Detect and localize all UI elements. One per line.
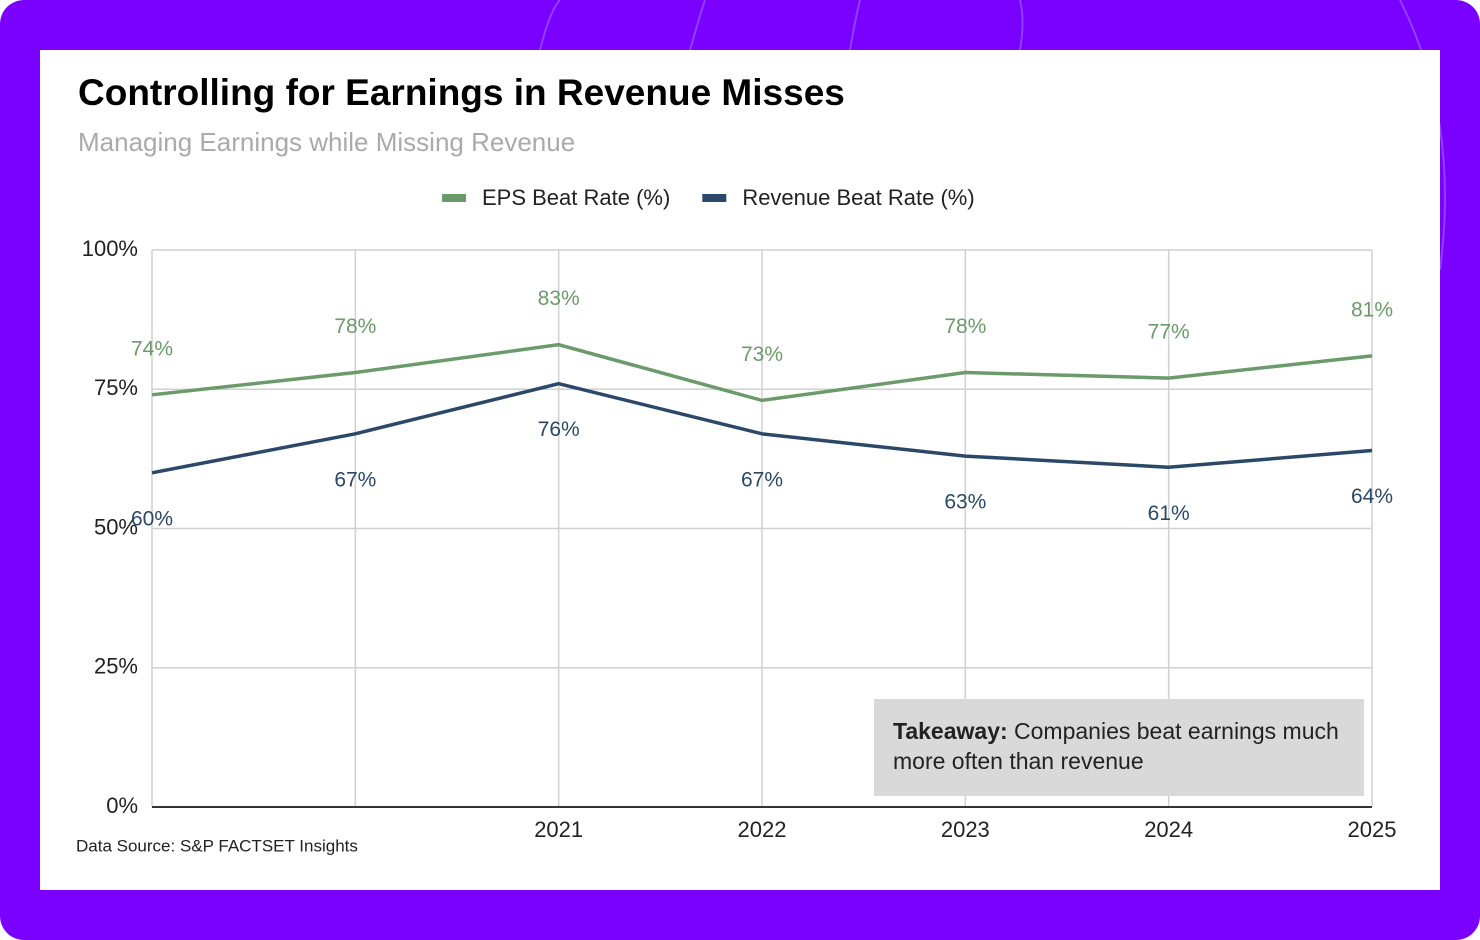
legend-label: Revenue Beat Rate (%)	[742, 185, 974, 210]
series-line	[151, 342, 1373, 403]
legend-swatch	[442, 194, 466, 202]
y-tick-label: 0%	[106, 793, 138, 818]
data-label: 73%	[741, 343, 783, 366]
data-label: 83%	[538, 287, 580, 310]
x-tick-label: 2023	[941, 817, 990, 842]
data-label: 67%	[334, 468, 376, 491]
annotation-text: Takeaway: Companies beat earnings much m…	[893, 716, 1353, 776]
x-tick-label: 2022	[738, 817, 787, 842]
data-label: 74%	[131, 337, 173, 360]
x-tick-label: 2025	[1348, 817, 1397, 842]
y-tick-label: 25%	[94, 654, 138, 679]
annotation: Takeaway: Companies beat earnings much m…	[893, 716, 1353, 776]
source: Data Source: S&P FACTSET Insights	[76, 836, 358, 855]
data-label: 76%	[538, 418, 580, 441]
legend-swatch	[702, 194, 727, 202]
annotation-box	[874, 699, 1364, 796]
data-label: 63%	[944, 491, 986, 514]
y-tick-label: 75%	[94, 375, 138, 400]
x-tick-label: 2021	[534, 817, 583, 842]
x-tick-label: 2024	[1144, 817, 1193, 842]
chart-subtitle: Managing Earnings while Missing Revenue	[78, 127, 575, 157]
data-label: 81%	[1351, 298, 1393, 321]
legend-label: EPS Beat Rate (%)	[482, 185, 670, 210]
annotation-label: Takeaway:	[893, 718, 1008, 744]
data-label: 67%	[741, 468, 783, 491]
chart-title: Controlling for Earnings in Revenue Miss…	[78, 72, 845, 113]
data-label: 60%	[131, 507, 173, 530]
data-label: 78%	[334, 315, 376, 338]
data-label: 77%	[1148, 321, 1190, 344]
annotation-body: Companies beat earnings much more often …	[893, 718, 1339, 774]
data-label: 61%	[1148, 502, 1190, 525]
data-label: 64%	[1351, 485, 1393, 508]
series-line	[151, 381, 1373, 475]
y-tick-label: 100%	[82, 236, 138, 261]
data-label: 78%	[944, 315, 986, 338]
y-tick-label: 50%	[94, 514, 138, 539]
